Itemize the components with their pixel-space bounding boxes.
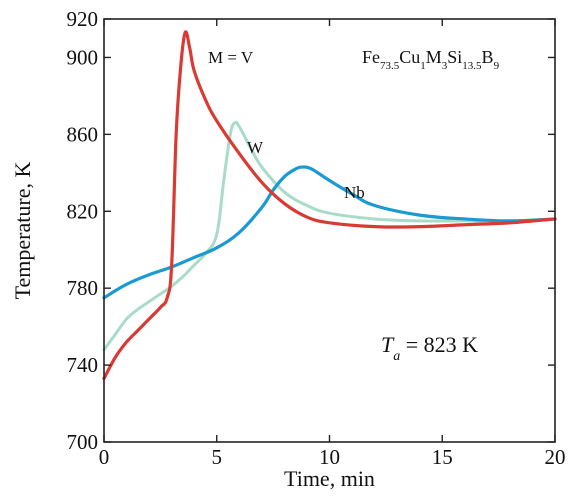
y-tick-label: 820 bbox=[67, 199, 99, 223]
x-tick-label: 15 bbox=[432, 445, 453, 469]
x-tick-label: 0 bbox=[99, 445, 110, 469]
formula-sub-si: 13.5 bbox=[462, 60, 482, 72]
x-tick-label: 10 bbox=[319, 445, 340, 469]
x-axis-label: Time, min bbox=[284, 466, 375, 491]
formula-element-m: M bbox=[426, 47, 442, 67]
series-line-v bbox=[102, 30, 557, 381]
series-layer bbox=[102, 30, 557, 381]
formula-element-fe: Fe bbox=[362, 47, 380, 67]
series-line-nb bbox=[102, 165, 557, 300]
series-line-w bbox=[102, 120, 557, 352]
series-label-w: W bbox=[247, 138, 264, 157]
formula-element-b: B bbox=[482, 47, 494, 67]
annotation-value: = 823 K bbox=[400, 332, 478, 357]
formula-element-si: Si bbox=[447, 47, 462, 67]
y-tick-label: 700 bbox=[67, 430, 99, 454]
series-label-nb: Nb bbox=[344, 183, 365, 202]
formula-sub-fe: 73.5 bbox=[380, 60, 400, 72]
alloy-formula: Fe73.5Cu1M3Si13.5B9 bbox=[362, 47, 500, 72]
formula-sub-cu: 1 bbox=[420, 60, 426, 72]
tick-layer: 0 5 10 15 20 700 740 780 820 860 900 920 bbox=[67, 7, 566, 469]
formula-element-cu: Cu bbox=[399, 47, 420, 67]
y-tick-label: 900 bbox=[67, 45, 99, 69]
formula-sub-m: 3 bbox=[442, 60, 448, 72]
series-label-v: M = V bbox=[208, 48, 254, 67]
annotation-symbol: T bbox=[381, 332, 395, 357]
x-tick-label: 20 bbox=[545, 445, 566, 469]
y-tick-label: 740 bbox=[67, 353, 99, 377]
y-axis-label: Temperature, K bbox=[10, 162, 35, 300]
y-tick-label: 920 bbox=[67, 7, 99, 31]
formula-sub-b: 9 bbox=[494, 60, 500, 72]
y-tick-label: 860 bbox=[67, 122, 99, 146]
annotation-subscript: a bbox=[393, 349, 400, 364]
annealing-temperature-annotation: Ta = 823 K bbox=[381, 332, 478, 364]
x-tick-label: 5 bbox=[212, 445, 223, 469]
y-tick-label: 780 bbox=[67, 276, 99, 300]
